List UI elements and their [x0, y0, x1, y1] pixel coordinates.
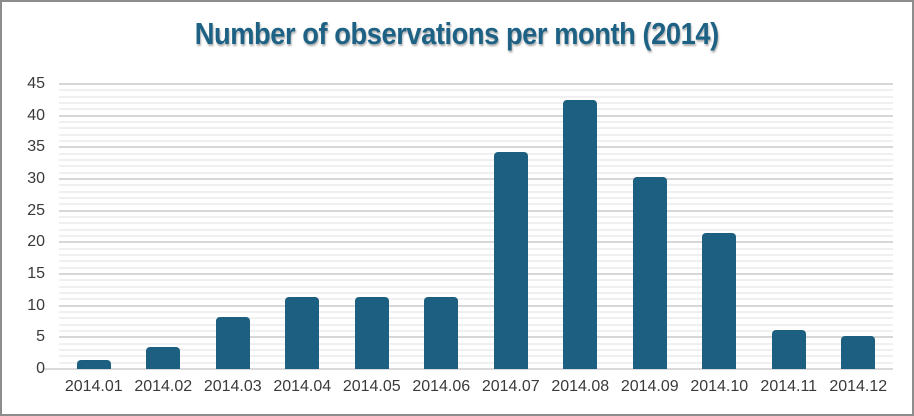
chart-title-text: Number of observations per month (2014)	[194, 16, 719, 51]
y-tick-label: 45	[27, 75, 45, 92]
gridline-minor	[59, 298, 893, 301]
bar	[76, 360, 111, 369]
gridline-minor	[59, 361, 893, 364]
gridline-major	[59, 178, 893, 180]
x-tick-label: 2014.03	[203, 378, 262, 395]
x-axis-line	[44, 368, 893, 370]
gridline-minor	[59, 121, 893, 123]
bar	[841, 336, 876, 369]
x-tick-label: 2014.07	[481, 378, 540, 395]
gridline-minor	[59, 203, 893, 206]
gridline-minor	[59, 216, 893, 218]
gridline-minor	[59, 102, 893, 104]
gridline-minor	[59, 342, 893, 345]
y-tick-label: 0	[36, 360, 45, 377]
y-tick-label: 20	[27, 233, 45, 251]
bar	[146, 347, 181, 369]
gridline-major	[59, 273, 893, 275]
gridline-minor	[59, 254, 893, 256]
bar	[493, 151, 528, 369]
x-tick-label: 2014.01	[64, 378, 123, 395]
gridline-minor	[59, 235, 893, 237]
gridline-major	[59, 146, 893, 149]
gridline-major	[59, 241, 893, 244]
gridline-major	[59, 304, 893, 307]
gridline-minor	[59, 197, 893, 199]
bar	[354, 297, 389, 369]
y-tick-label: 10	[27, 296, 45, 314]
x-tick-label: 2014.09	[620, 378, 679, 395]
x-tick-label: 2014.12	[829, 378, 888, 395]
gridline-minor	[59, 159, 893, 161]
gridline-minor	[59, 285, 893, 288]
x-tick-label: 2014.10	[690, 378, 749, 395]
gridline-minor	[59, 247, 893, 250]
chart-title: Number of observations per month (2014)	[2, 16, 912, 52]
gridline-minor	[59, 260, 893, 263]
y-tick-label: 40	[27, 106, 45, 124]
gridline-major	[59, 83, 893, 85]
x-tick-label: 2014.04	[273, 378, 332, 395]
y-tick-label: 35	[27, 138, 45, 156]
gridline-minor	[59, 355, 893, 358]
gridline-minor	[59, 279, 893, 282]
gridline-minor	[59, 311, 893, 313]
bar	[215, 317, 250, 369]
x-tick-label: 2014.11	[760, 378, 818, 395]
x-tick-label: 2014.02	[134, 378, 193, 395]
gridline-major	[59, 209, 893, 212]
x-tick-label: 2014.06	[412, 378, 471, 395]
gridline-minor	[59, 330, 893, 332]
gridline-minor	[59, 152, 893, 155]
bar	[702, 233, 737, 369]
gridline-minor	[59, 190, 893, 193]
bar	[424, 297, 459, 369]
gridline-major	[59, 114, 893, 117]
x-tick-label: 2014.05	[342, 378, 401, 395]
gridline-minor	[59, 317, 893, 320]
y-tick-label: 30	[27, 170, 45, 187]
gridline-minor	[59, 95, 893, 98]
gridline-minor	[59, 127, 893, 130]
bar	[632, 177, 667, 369]
x-tick-label: 2014.08	[551, 378, 610, 395]
gridline-minor	[59, 323, 893, 326]
gridline-minor	[59, 89, 893, 92]
gridline-minor	[59, 140, 893, 142]
y-tick-label: 25	[27, 201, 45, 219]
bar	[285, 297, 320, 369]
bar	[563, 100, 598, 369]
gridline-minor	[59, 184, 893, 187]
gridline-minor	[59, 171, 893, 174]
gridline-minor	[59, 228, 893, 231]
gridline-minor	[59, 292, 893, 294]
bar	[771, 329, 806, 369]
gridline-minor	[59, 108, 893, 111]
gridline-minor	[59, 133, 893, 136]
gridline-minor	[59, 349, 893, 351]
gridline-minor	[59, 222, 893, 225]
gridline-minor	[59, 266, 893, 269]
y-tick-label: 5	[36, 328, 45, 346]
gridline-minor	[59, 165, 893, 168]
y-tick-label: 15	[27, 265, 45, 282]
gridline-major	[59, 336, 893, 339]
